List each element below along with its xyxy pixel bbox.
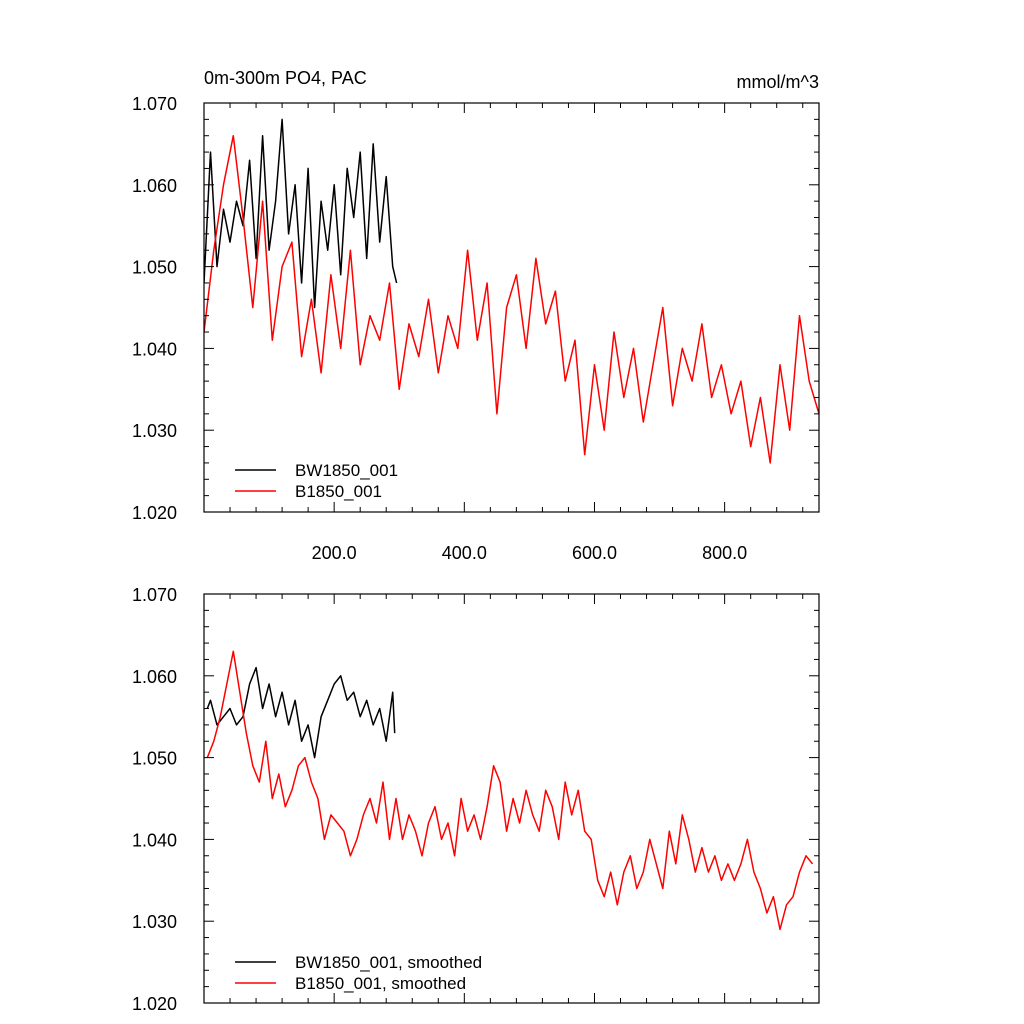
y-tick-label: 1.060 xyxy=(132,176,177,196)
y-tick-label: 1.040 xyxy=(132,339,177,359)
y-tick-label: 1.020 xyxy=(132,994,177,1014)
y-tick-label: 1.030 xyxy=(132,421,177,441)
bottom-panel: 1.020 1.030 1.040 1.050 1.060 1.070 BW1850_001… xyxy=(132,585,820,1014)
plot-frame xyxy=(203,593,820,1004)
y-tick-label: 1.020 xyxy=(132,503,177,523)
legend-label: BW1850_001 xyxy=(295,461,398,480)
units-label: mmol/m^3 xyxy=(737,72,819,92)
y-tick-label: 1.040 xyxy=(132,830,177,850)
y-tick-label: 1.030 xyxy=(132,912,177,932)
y-tick-label: 1.070 xyxy=(132,94,177,114)
y-tick-label: 1.060 xyxy=(132,667,177,687)
y-tick-label: 1.050 xyxy=(132,749,177,769)
legend-label: B1850_001 xyxy=(295,482,382,501)
series-line-b1850 xyxy=(204,134,819,464)
x-tick-label: 200.0 xyxy=(312,543,357,563)
plot-frame xyxy=(203,102,820,513)
chart-title: 0m-300m PO4, PAC xyxy=(204,68,367,88)
series-line-bw1850 xyxy=(206,666,396,759)
x-tick-label: 600.0 xyxy=(572,543,617,563)
series-line-bw1850 xyxy=(204,118,398,309)
series-line-b1850 xyxy=(206,650,814,931)
legend-label: B1850_001, smoothed xyxy=(295,974,466,993)
top-panel: 1.020 1.030 1.040 1.050 1.060 1.070 200.0 400.0… xyxy=(132,94,820,563)
y-tick-label: 1.070 xyxy=(132,585,177,605)
x-tick-label: 800.0 xyxy=(702,543,747,563)
y-tick-label: 1.050 xyxy=(132,258,177,278)
legend-label: BW1850_001, smoothed xyxy=(295,953,482,972)
x-tick-label: 400.0 xyxy=(442,543,487,563)
